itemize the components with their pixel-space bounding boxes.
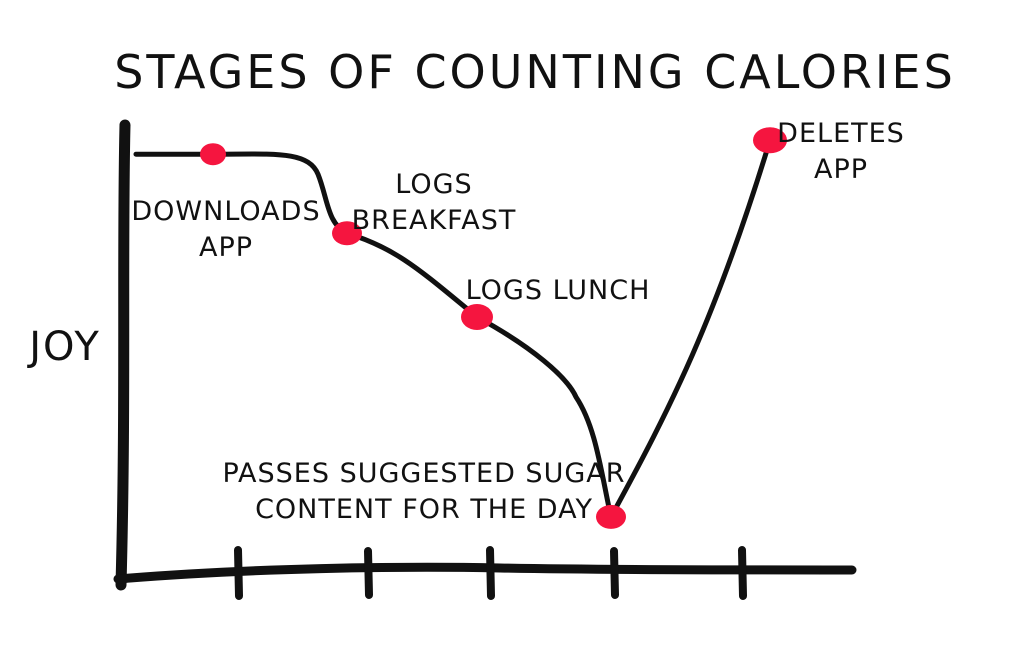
point-label-4: PASSES SUGGESTED SUGAR CONTENT FOR THE DA… [222,458,625,525]
x-tick-2 [364,547,373,599]
series [133,127,787,529]
point-label-4-line-1: PASSES SUGGESTED SUGAR [222,458,625,489]
point-label-2-line-2: BREAKFAST [352,205,517,236]
data-point-5 [753,127,787,154]
point-label-5-line-1: DELETES [777,118,905,149]
data-point-2 [332,221,362,246]
y-axis-label: JOY [26,324,101,370]
point-label-3-line-1: LOGS LUNCH [466,275,651,306]
x-tick-1 [234,546,243,600]
point-label-1-line-2: APP [199,232,253,263]
point-label-1: DOWNLOADS APP [131,196,320,263]
point-label-4-line-2: CONTENT FOR THE DAY [255,494,593,525]
point-label-1-line-1: DOWNLOADS [131,196,320,227]
y-axis [115,119,131,591]
point-label-2: LOGS BREAKFAST [352,169,517,236]
point-label-3: LOGS LUNCH [466,275,651,306]
data-point-3 [461,303,493,330]
point-label-5: DELETES APP [777,118,905,185]
series-line [133,137,773,520]
x-tick-3 [486,546,495,600]
point-label-2-line-1: LOGS [395,169,472,200]
data-point-1 [200,143,226,166]
annotations: DOWNLOADS APP LOGS BREAKFAST LOGS LUNCH PASSE… [131,118,905,525]
x-tick-5 [738,546,747,600]
x-tick-4 [610,547,619,599]
data-point-4 [596,504,626,529]
chart-title: STAGES OF COUNTING CALORIES [114,45,956,99]
x-axis-ticks [234,546,747,600]
point-label-5-line-2: APP [814,154,868,185]
